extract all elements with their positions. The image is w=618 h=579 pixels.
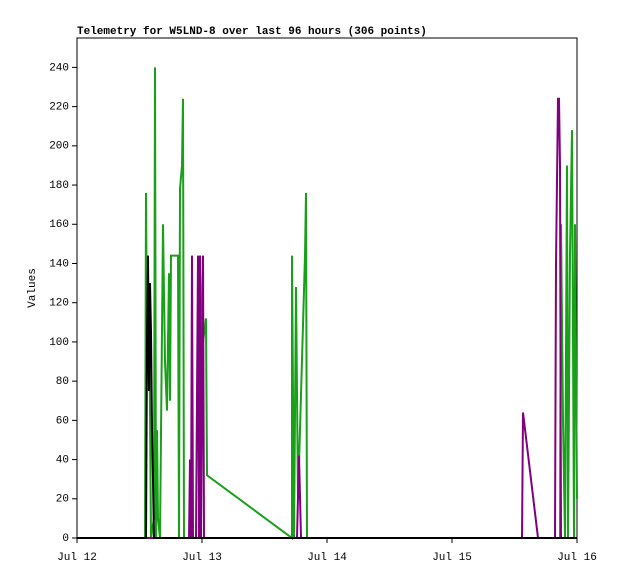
y-tick-label: 20 [56,494,69,506]
y-tick-label: 80 [56,376,69,388]
x-tick-label: Jul 12 [57,552,97,564]
y-tick-label: 140 [49,258,69,270]
y-tick-label: 100 [49,337,69,349]
y-axis-label: Values [27,268,39,308]
x-tick-label: Jul 13 [182,552,222,564]
x-tick-label: Jul 14 [307,552,347,564]
x-tick-label: Jul 15 [432,552,472,564]
y-tick-label: 0 [62,533,69,545]
y-tick-label: 120 [49,298,69,310]
x-tick-label: Jul 16 [557,552,597,564]
series-line [77,255,577,539]
y-tick-label: 200 [49,141,69,153]
y-tick-label: 220 [49,102,69,114]
y-tick-label: 180 [49,180,69,192]
y-tick-label: 60 [56,415,69,427]
chart-title: Telemetry for W5LND-8 over last 96 hours… [77,26,427,38]
y-tick-label: 160 [49,219,69,231]
y-tick-label: 40 [56,454,69,466]
y-tick-label: 240 [49,62,69,74]
